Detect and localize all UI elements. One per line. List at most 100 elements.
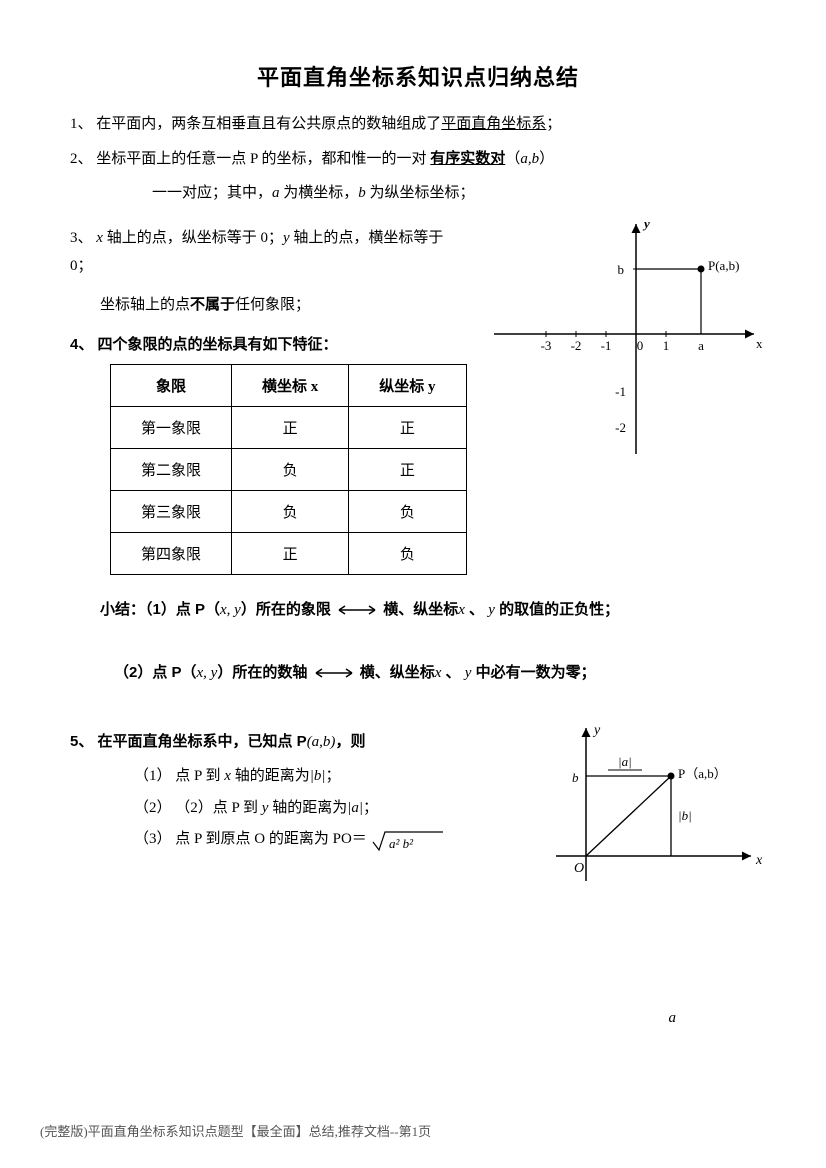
y-label: y — [592, 723, 601, 738]
quadrant-table: 象限 横坐标 x 纵坐标 y 第一象限 正 正 第二象限 负 正 第三象限 负 — [110, 364, 467, 575]
italic: b — [358, 185, 366, 201]
stray-a: a — [669, 1010, 677, 1027]
point-label: P（a,b） — [678, 766, 727, 781]
text: 轴的距离为 — [231, 768, 310, 784]
point-3: 3、 x 轴上的点，纵坐标等于 0；y 轴上的点，横坐标等于 0； — [70, 224, 468, 281]
section-5-left: 5、 在平面直角坐标系中，已知点 P(a,b)，则 （1） 点 P 到 x 轴的… — [70, 716, 518, 896]
text: 轴上的点，纵坐标等于 0； — [103, 230, 283, 246]
section-5-right: x y O P（a,b） |a| |b| b — [536, 716, 766, 896]
text: 横、纵坐标 — [383, 601, 458, 618]
text: （ — [505, 151, 520, 167]
italic: a,b — [520, 151, 539, 167]
text: 5、 在平面直角坐标系中，已知点 P — [70, 733, 307, 750]
tick-b: b — [618, 262, 625, 277]
main-columns: 3、 x 轴上的点，纵坐标等于 0；y 轴上的点，横坐标等于 0； 坐标轴上的点… — [70, 214, 766, 576]
td: 第四象限 — [111, 533, 232, 575]
italic: y — [283, 230, 290, 246]
text: 为横坐标， — [280, 185, 359, 201]
tick: 0 — [637, 338, 644, 353]
text: 的取值的正负性； — [495, 601, 619, 618]
table-row: 第二象限 负 正 — [111, 449, 467, 491]
text: ，则 — [335, 733, 365, 750]
section-5-row: 5、 在平面直角坐标系中，已知点 P(a,b)，则 （1） 点 P 到 x 轴的… — [70, 716, 766, 896]
tick: -2 — [571, 338, 582, 353]
table-header-row: 象限 横坐标 x 纵坐标 y — [111, 365, 467, 407]
diagram-1: x y -3 -2 -1 0 1 a b -1 — [486, 214, 766, 474]
abs-val: |b| — [310, 768, 326, 784]
td: 负 — [349, 491, 466, 533]
double-arrow-icon — [335, 604, 379, 616]
text: 横、纵坐标 — [360, 664, 435, 681]
tick: -1 — [601, 338, 612, 353]
double-arrow-icon — [312, 667, 356, 679]
section-5-head: 5、 在平面直角坐标系中，已知点 P(a,b)，则 — [70, 730, 518, 751]
tick: -2 — [615, 420, 626, 435]
italic: x, y — [220, 602, 241, 618]
tick: -3 — [541, 338, 552, 353]
dist-1: （1） 点 P 到 x 轴的距离为|b|； — [70, 761, 518, 793]
b-label: |b| — [678, 808, 692, 823]
text: 、 — [465, 601, 488, 618]
text: 3、 — [70, 230, 96, 246]
bold-underline: 有序实数对 — [430, 150, 505, 167]
text: 1、 在平面内，两条互相垂直且有公共原点的数轴组成了 — [70, 116, 441, 132]
text: 纵坐标 y — [379, 379, 435, 395]
text: 坐标轴上的点 — [100, 297, 190, 313]
text: 小结：（1）点 P（ — [100, 601, 220, 618]
text: 任何象限； — [235, 297, 310, 313]
tick: a — [698, 338, 704, 353]
origin-label: O — [574, 861, 584, 876]
th: 象限 — [111, 365, 232, 407]
point-2-cont: 一一对应；其中，a 为横坐标，b 为纵坐标坐标； — [70, 179, 766, 208]
point-3b: 坐标轴上的点不属于任何象限； — [70, 291, 468, 320]
right-column: x y -3 -2 -1 0 1 a b -1 — [486, 214, 766, 576]
table-row: 第四象限 正 负 — [111, 533, 467, 575]
x-label: x — [755, 853, 763, 868]
section-4-head: 4、 四个象限的点的坐标具有如下特征： — [70, 333, 468, 354]
point-2: 2、 坐标平面上的任意一点 P 的坐标，都和惟一的一对 有序实数对（a,b） — [70, 145, 766, 174]
td: 第三象限 — [111, 491, 232, 533]
text: 、 — [441, 664, 464, 681]
td: 第一象限 — [111, 407, 232, 449]
text: ； — [363, 800, 378, 816]
diagram-2: x y O P（a,b） |a| |b| b — [536, 716, 766, 896]
text: （2）点 P（ — [114, 664, 197, 681]
page: 平面直角坐标系知识点归纳总结 1、 在平面内，两条互相垂直且有公共原点的数轴组成… — [0, 0, 826, 1168]
dist-3: （3） 点 P 到原点 O 的距离为 PO＝ a² b² — [70, 824, 518, 856]
table-row: 第一象限 正 正 — [111, 407, 467, 449]
bold: 不属于 — [190, 296, 235, 313]
text: ）所在的数轴 — [217, 664, 307, 681]
italic: y — [488, 602, 495, 618]
italic: a — [272, 185, 280, 201]
tick: 1 — [663, 338, 670, 353]
b-axis-label: b — [572, 770, 579, 785]
th: 纵坐标 y — [349, 365, 466, 407]
tick: -1 — [615, 384, 626, 399]
sqrt-content: a² b² — [389, 836, 414, 851]
x-label: x — [756, 336, 763, 351]
point-1: 1、 在平面内，两条互相垂直且有公共原点的数轴组成了平面直角坐标系； — [70, 110, 766, 139]
td: 正 — [232, 407, 349, 449]
text: ）所在的象限 — [241, 601, 331, 618]
text: （1） 点 P 到 — [134, 768, 224, 784]
italic: x — [458, 602, 465, 618]
dist-2: （2） （2）点 P 到 y 轴的距离为|a|； — [70, 793, 518, 825]
text: ） — [539, 151, 554, 167]
td: 第二象限 — [111, 449, 232, 491]
y-label: y — [642, 216, 650, 231]
italic: x — [96, 230, 103, 246]
text: ； — [546, 116, 561, 132]
page-title: 平面直角坐标系知识点归纳总结 — [70, 60, 766, 92]
table-row: 第三象限 负 负 — [111, 491, 467, 533]
text: 2、 坐标平面上的任意一点 P 的坐标，都和惟一的一对 — [70, 151, 430, 167]
italic: x — [224, 768, 231, 784]
td: 正 — [232, 533, 349, 575]
text: 中必有一数为零； — [471, 664, 595, 681]
a-label: |a| — [618, 754, 632, 769]
page-footer: (完整版)平面直角坐标系知识点题型【最全面】总结,推荐文档--第1页 — [40, 1121, 431, 1140]
td: 负 — [349, 533, 466, 575]
text: ； — [325, 768, 340, 784]
td: 正 — [349, 407, 466, 449]
underline-text: 平面直角坐标系 — [441, 116, 546, 132]
text: 轴的距离为 — [268, 800, 347, 816]
